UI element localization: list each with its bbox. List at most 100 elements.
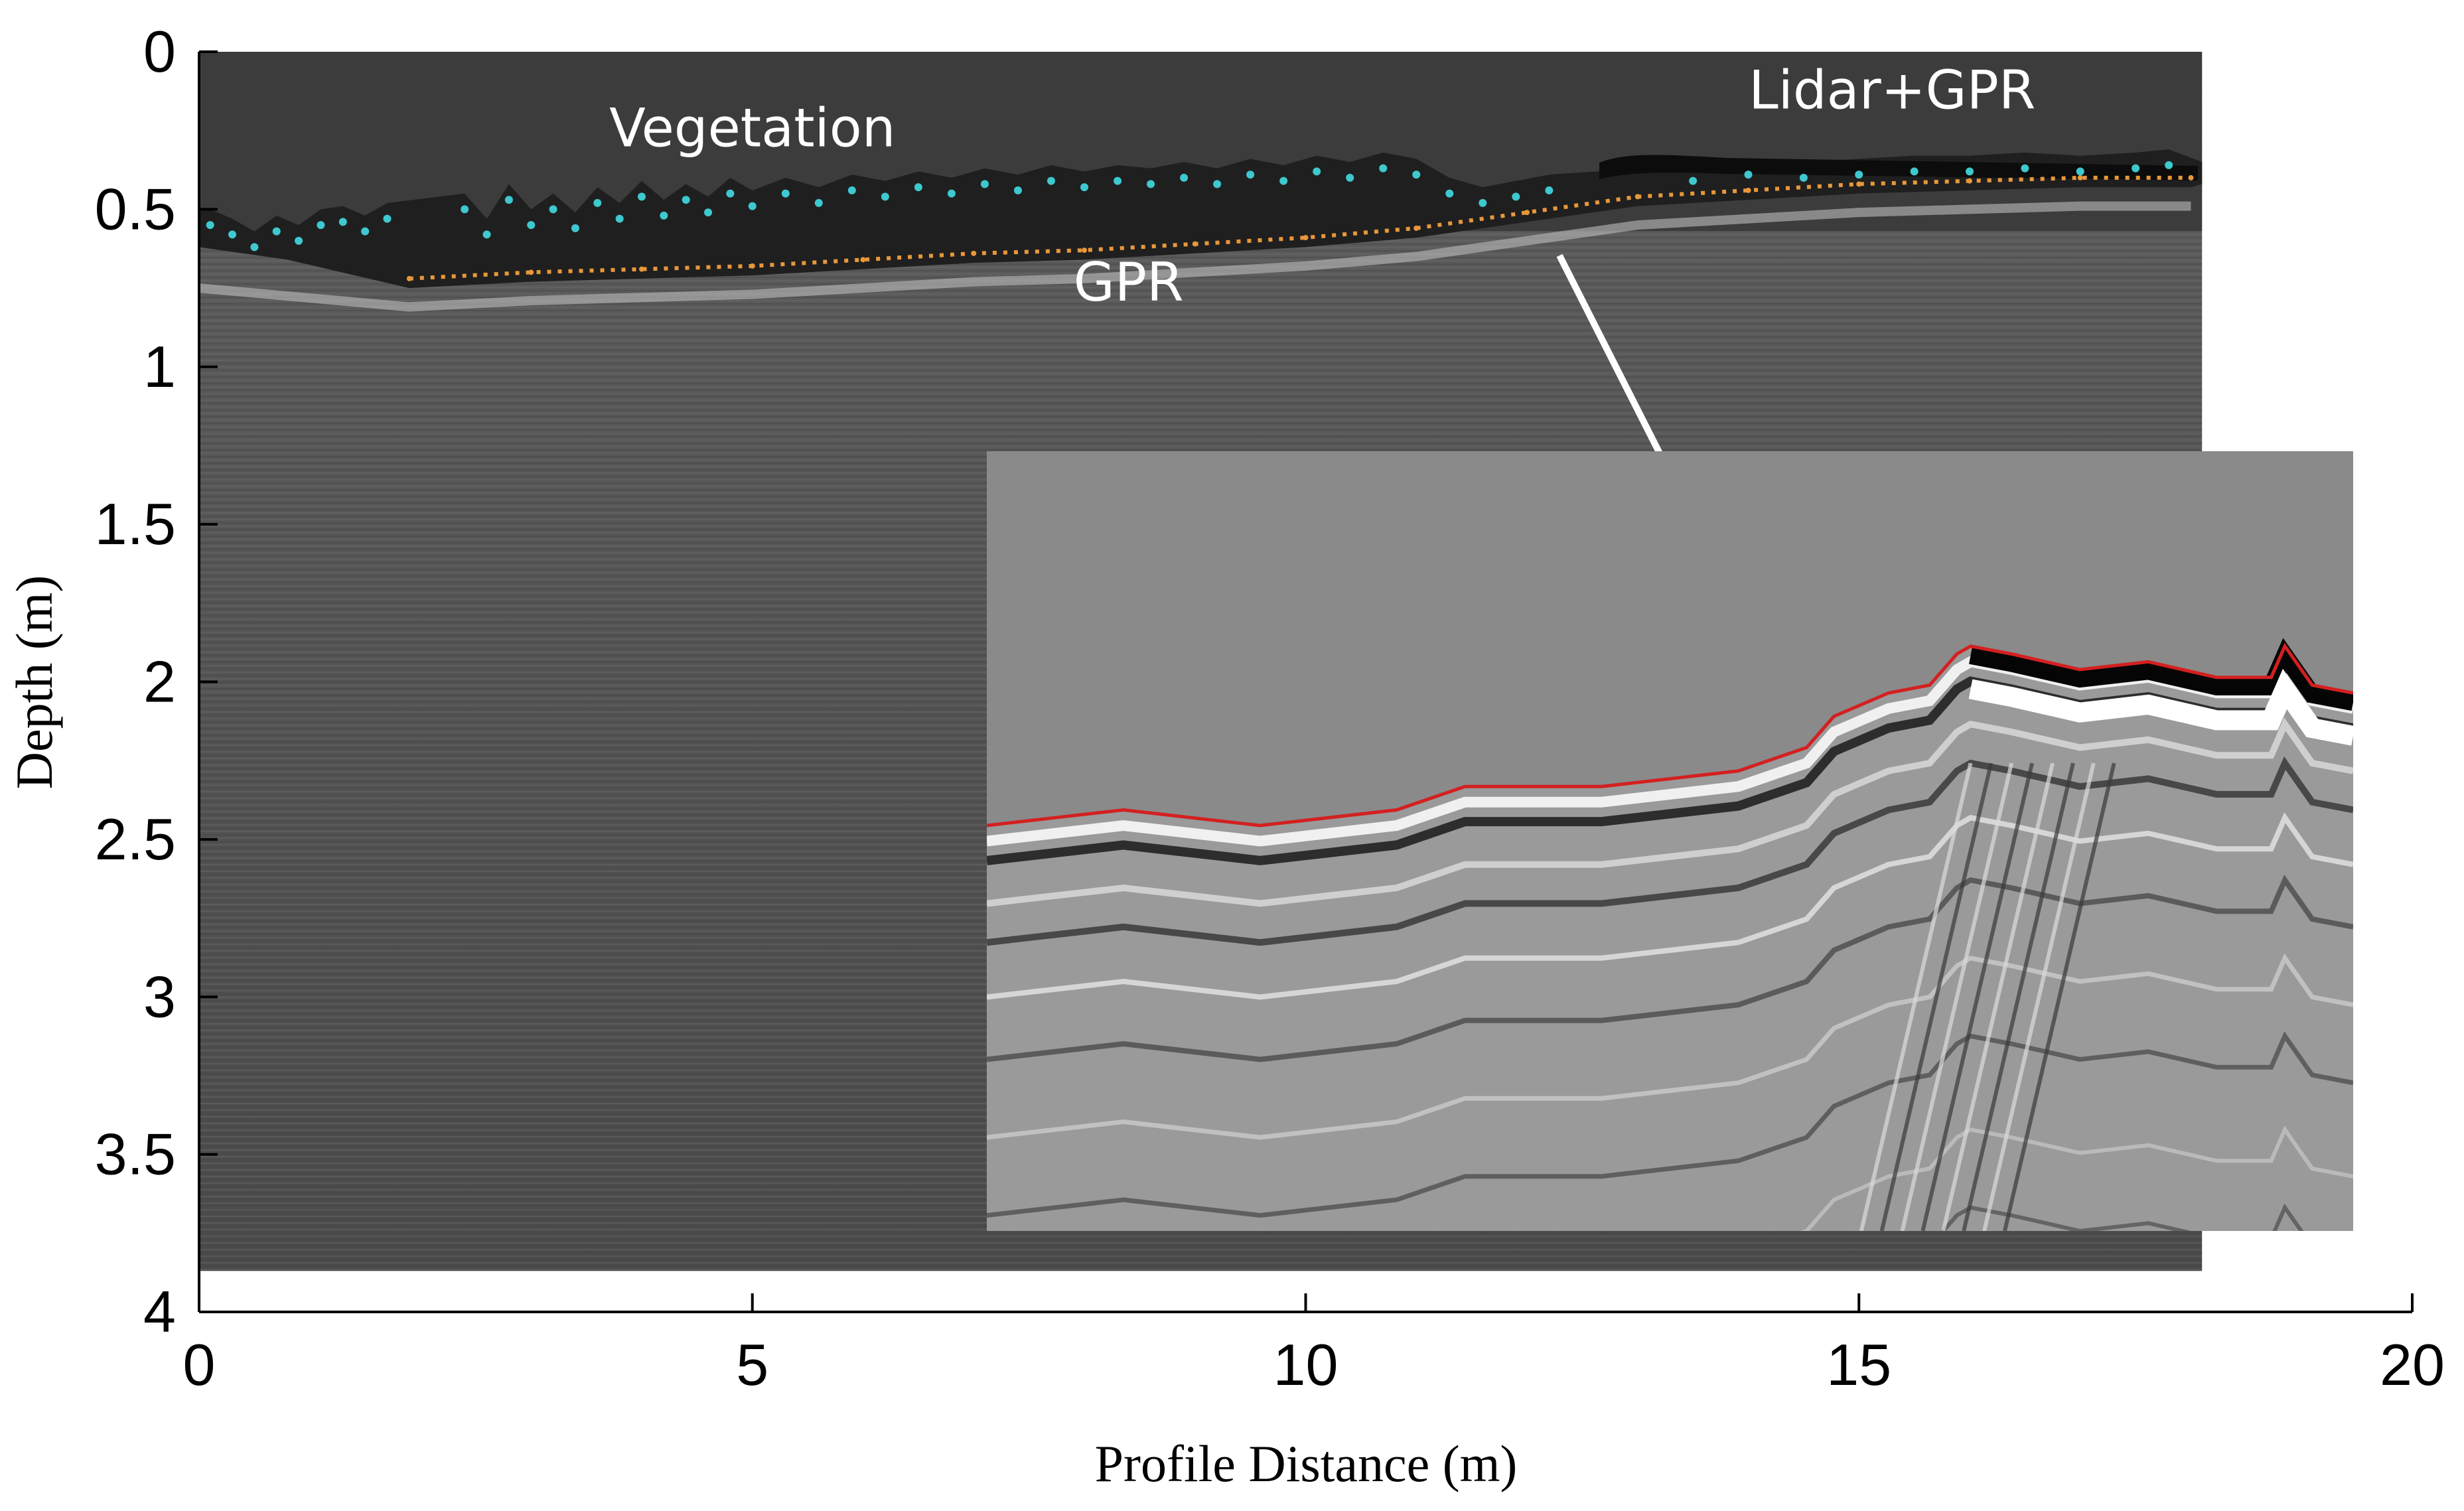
vegetation-point: [914, 183, 922, 192]
inset-reflection-band: [987, 717, 2353, 907]
vegetation-point: [571, 224, 579, 232]
annotation-label: Lidar+GPR: [1749, 59, 2035, 121]
x-tick-label: 15: [1826, 1332, 1891, 1398]
vegetation-point: [1013, 186, 1022, 194]
vegetation-point: [206, 221, 214, 230]
vegetation-point: [383, 214, 392, 223]
vegetation-point: [1313, 167, 1321, 176]
vegetation-point: [527, 221, 536, 230]
inset-reflection-band: [1800, 1125, 2353, 1231]
vegetation-point: [228, 230, 237, 239]
vegetation-point: [638, 192, 646, 201]
surface-line-point: [1856, 181, 1862, 187]
vegetation-point: [1545, 186, 1554, 194]
inset-diffraction-streak: [1900, 762, 2014, 1231]
surface-line-point: [1524, 210, 1530, 216]
inset-diffraction-streak: [1941, 762, 2055, 1231]
inset-white-reflector: [1968, 668, 2353, 746]
axes: 0 5 10 15 20 0 0.5 1 1.5 2 2.5 3 3.5 4 Profile Dista…: [5, 19, 2445, 1492]
y-tick-label: 0: [143, 19, 176, 84]
surface-line-point: [1967, 178, 1972, 184]
vegetation-point: [2021, 164, 2029, 173]
x-tick-label: 10: [1273, 1332, 1339, 1398]
y-tick-label: 1: [143, 334, 176, 399]
vegetation-point: [549, 205, 557, 214]
inset-subsurface: [987, 646, 2353, 1231]
y-tick-label: 0.5: [95, 176, 176, 242]
surface-line-point: [1634, 194, 1640, 200]
vegetation-point: [1855, 171, 1863, 179]
vegetation-point: [1180, 173, 1189, 182]
vegetation-point: [1799, 173, 1808, 182]
vegetation-points: [206, 161, 2173, 252]
inset-reflection-band: [987, 1031, 2353, 1218]
annotations: Vegetation Lidar+GPR GPR: [609, 59, 2035, 313]
vegetation-point: [1910, 167, 1919, 176]
y-tick-label: 3: [143, 964, 176, 1029]
vegetation-point: [660, 211, 668, 220]
y-tick-label: 4: [143, 1279, 176, 1344]
inset-diffraction-streak: [1879, 762, 1993, 1231]
vegetation-point: [1047, 177, 1055, 185]
surface-line-point: [2077, 175, 2083, 180]
inset-diffraction-streak: [1962, 762, 2075, 1231]
x-tick-label: 5: [736, 1332, 768, 1398]
inset-zoom: [987, 451, 2353, 1231]
vegetation-point: [250, 243, 259, 252]
vegetation-point: [980, 180, 989, 188]
vegetation-point: [947, 189, 956, 198]
vegetation-point: [593, 198, 602, 207]
vegetation-point: [361, 227, 370, 236]
surface-line-point: [971, 250, 977, 256]
vegetation-point: [504, 196, 513, 204]
vegetation-point: [1966, 167, 1974, 176]
inset-strong-reflector: [1969, 638, 2353, 711]
vegetation-point: [1114, 177, 1122, 185]
inset-trace: [987, 642, 2353, 827]
vegetation-point: [726, 189, 735, 198]
vegetation-point: [338, 218, 347, 226]
vegetation-point: [781, 189, 790, 198]
surface-line-point: [1413, 225, 1419, 231]
x-tick-label: 20: [2380, 1332, 2445, 1398]
vegetation-point: [1246, 171, 1255, 179]
vegetation-point: [1412, 171, 1421, 179]
y-tick-label: 2.5: [95, 806, 176, 872]
vegetation-layer: [199, 149, 2203, 289]
surface-line-point: [1745, 187, 1751, 193]
y-tick-label: 3.5: [95, 1121, 176, 1187]
vegetation-point: [272, 227, 281, 236]
vegetation-point: [317, 221, 325, 230]
surface-line-point: [860, 257, 866, 263]
annotation-label: Vegetation: [609, 97, 895, 159]
y-ticks: 0 0.5 1 1.5 2 2.5 3 3.5 4: [95, 19, 218, 1344]
inset-diffraction-streak: [2003, 762, 2116, 1231]
surface-line-point: [639, 266, 644, 272]
inset-diffraction-streak: [1982, 762, 2096, 1231]
y-axis-title: Depth (m): [5, 575, 63, 790]
surface-line-point: [2188, 175, 2194, 180]
vegetation-point: [1080, 183, 1088, 192]
vegetation-point: [881, 192, 889, 201]
vegetation-point: [1445, 189, 1454, 198]
inset-reflection-band: [987, 875, 2353, 1062]
vegetation-point: [814, 198, 823, 207]
surface-line-point: [1082, 248, 1087, 253]
vegetation-point: [2076, 167, 2084, 176]
vegetation-point: [1479, 198, 1487, 207]
vegetation-point: [1512, 192, 1520, 201]
vegetation-point: [2165, 161, 2173, 169]
surface-line-point: [406, 275, 412, 281]
x-tick-label: 0: [183, 1332, 216, 1398]
vegetation-point: [704, 208, 713, 217]
inset-reflections: [987, 638, 2353, 1231]
surface-line-point: [1192, 241, 1198, 247]
vegetation-point: [2132, 164, 2140, 173]
ground-reflection-band: [198, 201, 2191, 312]
vegetation-point: [1744, 171, 1753, 179]
x-ticks: 0 5 10 15 20: [183, 1293, 2445, 1398]
vegetation-point: [295, 236, 303, 245]
vegetation-point: [461, 205, 469, 214]
vegetation-point: [615, 214, 624, 223]
inset-diffraction-streak: [1859, 762, 1973, 1231]
